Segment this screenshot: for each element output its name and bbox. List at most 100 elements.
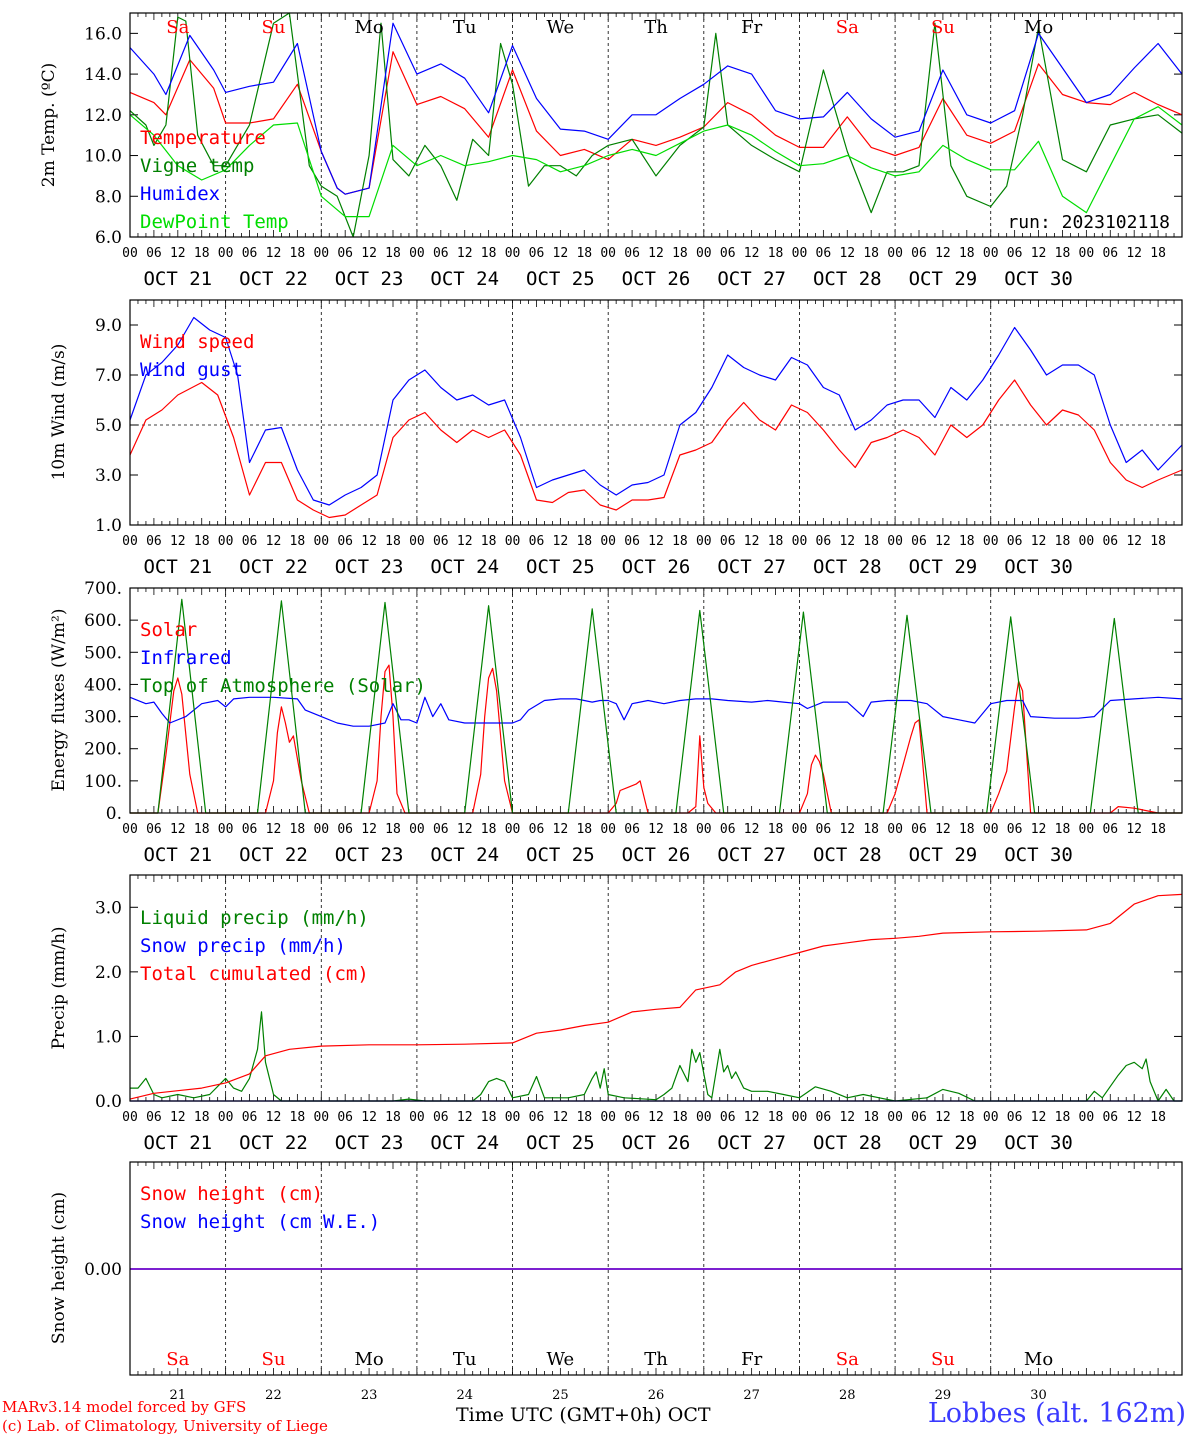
hour-label: 18 [768, 534, 784, 549]
hour-label: 18 [290, 534, 306, 549]
hour-label: 00 [409, 246, 425, 261]
hour-label: 12 [170, 534, 186, 549]
hour-label: 00 [792, 822, 808, 837]
hour-label: 06 [1102, 1110, 1118, 1125]
weekday-label: Su [261, 17, 285, 38]
hour-label: 00 [1079, 534, 1095, 549]
hour-label: 18 [672, 246, 688, 261]
hour-label: 00 [218, 822, 234, 837]
date-label: OCT 23 [335, 1132, 404, 1154]
date-label: OCT 28 [813, 844, 882, 866]
hour-label: 00 [218, 534, 234, 549]
hour-label: 00 [983, 534, 999, 549]
hour-label: 12 [1126, 822, 1142, 837]
date-label: OCT 26 [622, 268, 691, 290]
hour-label: 12 [1031, 1110, 1047, 1125]
hour-label: 18 [1055, 1110, 1071, 1125]
weekday-label: Th [644, 17, 668, 38]
weekday-label: Mo [1024, 1349, 1053, 1370]
hour-label: 12 [361, 822, 377, 837]
hour-label: 12 [361, 1110, 377, 1125]
hour-label: 12 [648, 822, 664, 837]
hour-label: 18 [768, 822, 784, 837]
hour-label: 06 [624, 246, 640, 261]
y-axis-label: Precip (mm/h) [49, 926, 69, 1049]
credit-line: (c) Lab. of Climatology, University of L… [2, 1417, 328, 1435]
hour-label: 06 [337, 246, 353, 261]
hour-label: 00 [696, 534, 712, 549]
hour-label: 06 [529, 534, 545, 549]
y-tick-label: 3.0 [95, 466, 122, 486]
date-label: OCT 21 [143, 844, 212, 866]
weekday-label: We [547, 1349, 575, 1370]
weekday-label: Sa [836, 1349, 859, 1370]
hour-label: 00 [122, 534, 138, 549]
hour-label: 18 [385, 1110, 401, 1125]
date-label: OCT 22 [239, 268, 308, 290]
hour-label: 00 [122, 1110, 138, 1125]
hour-label: 18 [768, 1110, 784, 1125]
hour-label: 06 [1102, 246, 1118, 261]
hour-label: 18 [481, 534, 497, 549]
hour-label: 12 [1126, 534, 1142, 549]
series-line-solar [130, 664, 1182, 814]
hour-label: 12 [648, 246, 664, 261]
day-number-label: 28 [839, 1388, 856, 1403]
day-number-label: 25 [552, 1388, 569, 1403]
date-label: OCT 27 [717, 1132, 786, 1154]
hour-label: 00 [409, 822, 425, 837]
hour-label: 18 [1150, 822, 1166, 837]
series-line-wind-gust [129, 316, 1183, 506]
date-label: OCT 22 [239, 1132, 308, 1154]
weekday-label: Fr [741, 1349, 762, 1370]
hour-label: 12 [839, 534, 855, 549]
hour-label: 00 [1079, 246, 1095, 261]
date-label: OCT 22 [239, 556, 308, 578]
hour-label: 18 [1150, 534, 1166, 549]
hour-label: 06 [337, 1110, 353, 1125]
hour-label: 00 [122, 822, 138, 837]
hour-label: 18 [863, 822, 879, 837]
hour-label: 06 [242, 822, 258, 837]
hour-label: 06 [146, 1110, 162, 1125]
y-tick-label: 1.0 [95, 516, 122, 536]
weekday-label: Sa [166, 1349, 189, 1370]
day-number-label: 29 [935, 1388, 952, 1403]
y-tick-label: 700. [84, 579, 122, 599]
legend-entry: Temperature [140, 127, 266, 149]
hour-label: 06 [816, 1110, 832, 1125]
date-label: OCT 22 [239, 844, 308, 866]
hour-label: 00 [792, 534, 808, 549]
hour-label: 12 [266, 822, 282, 837]
hour-label: 06 [720, 1110, 736, 1125]
footer-credits: MARv3.14 model forced by GFS (c) Lab. of… [2, 1398, 328, 1436]
hour-label: 00 [696, 1110, 712, 1125]
hour-label: 18 [194, 1110, 210, 1125]
hour-label: 00 [887, 1110, 903, 1125]
hour-label: 18 [1150, 1110, 1166, 1125]
hour-label: 18 [863, 534, 879, 549]
date-label: OCT 26 [622, 556, 691, 578]
weekday-label: Su [931, 17, 955, 38]
hour-label: 06 [242, 1110, 258, 1125]
date-label: OCT 24 [430, 844, 499, 866]
hour-label: 06 [720, 822, 736, 837]
panel-4: 0.0 1.0 2.0 3.0 Precip (mm/h) Liquid precip (… [49, 874, 1183, 1154]
hour-label: 12 [170, 246, 186, 261]
legend-entry: Solar [140, 619, 197, 641]
hour-label: 18 [290, 1110, 306, 1125]
day-number-label: 27 [743, 1388, 760, 1403]
hour-label: 00 [122, 246, 138, 261]
hour-label: 18 [1055, 822, 1071, 837]
date-label: OCT 27 [717, 844, 786, 866]
date-label: OCT 21 [143, 556, 212, 578]
hour-label: 18 [194, 534, 210, 549]
day-number-label: 22 [265, 1388, 282, 1403]
hour-label: 12 [1031, 534, 1047, 549]
hour-label: 18 [576, 246, 592, 261]
legend-entry: Snow height (cm W.E.) [140, 1211, 380, 1233]
date-label: OCT 27 [717, 556, 786, 578]
series-line-vigne-temp [129, 12, 1183, 238]
day-number-label: 24 [456, 1388, 473, 1403]
hour-label: 12 [935, 246, 951, 261]
